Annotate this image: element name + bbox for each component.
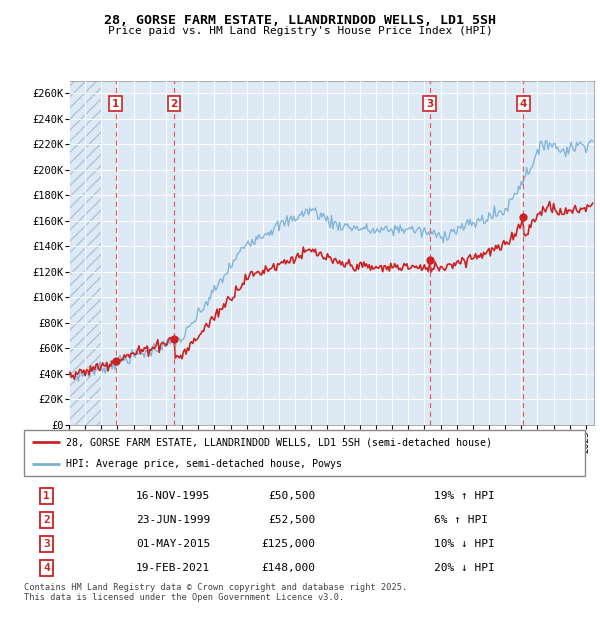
Text: 19-FEB-2021: 19-FEB-2021 bbox=[136, 563, 211, 573]
Text: 01-MAY-2015: 01-MAY-2015 bbox=[136, 539, 211, 549]
Text: 19% ↑ HPI: 19% ↑ HPI bbox=[434, 490, 494, 500]
Text: 2: 2 bbox=[170, 99, 178, 108]
Bar bbox=[69, 81, 101, 425]
Text: 23-JUN-1999: 23-JUN-1999 bbox=[136, 515, 211, 525]
Text: HPI: Average price, semi-detached house, Powys: HPI: Average price, semi-detached house,… bbox=[66, 459, 342, 469]
Text: 1: 1 bbox=[43, 490, 50, 500]
Text: 16-NOV-1995: 16-NOV-1995 bbox=[136, 490, 211, 500]
Text: £125,000: £125,000 bbox=[262, 539, 316, 549]
Text: £50,500: £50,500 bbox=[268, 490, 316, 500]
Text: £52,500: £52,500 bbox=[268, 515, 316, 525]
Text: 4: 4 bbox=[43, 563, 50, 573]
Text: 2: 2 bbox=[43, 515, 50, 525]
Text: Price paid vs. HM Land Registry's House Price Index (HPI): Price paid vs. HM Land Registry's House … bbox=[107, 26, 493, 36]
Text: 20% ↓ HPI: 20% ↓ HPI bbox=[434, 563, 494, 573]
Text: 6% ↑ HPI: 6% ↑ HPI bbox=[434, 515, 488, 525]
FancyBboxPatch shape bbox=[24, 430, 585, 476]
Text: 4: 4 bbox=[520, 99, 527, 108]
Bar bbox=[69, 81, 101, 425]
Text: Contains HM Land Registry data © Crown copyright and database right 2025.
This d: Contains HM Land Registry data © Crown c… bbox=[24, 583, 407, 602]
Text: 1: 1 bbox=[112, 99, 119, 108]
Text: 3: 3 bbox=[43, 539, 50, 549]
Text: 28, GORSE FARM ESTATE, LLANDRINDOD WELLS, LD1 5SH (semi-detached house): 28, GORSE FARM ESTATE, LLANDRINDOD WELLS… bbox=[66, 437, 492, 447]
Text: 3: 3 bbox=[426, 99, 433, 108]
Text: 28, GORSE FARM ESTATE, LLANDRINDOD WELLS, LD1 5SH: 28, GORSE FARM ESTATE, LLANDRINDOD WELLS… bbox=[104, 14, 496, 27]
Text: £148,000: £148,000 bbox=[262, 563, 316, 573]
Text: 10% ↓ HPI: 10% ↓ HPI bbox=[434, 539, 494, 549]
